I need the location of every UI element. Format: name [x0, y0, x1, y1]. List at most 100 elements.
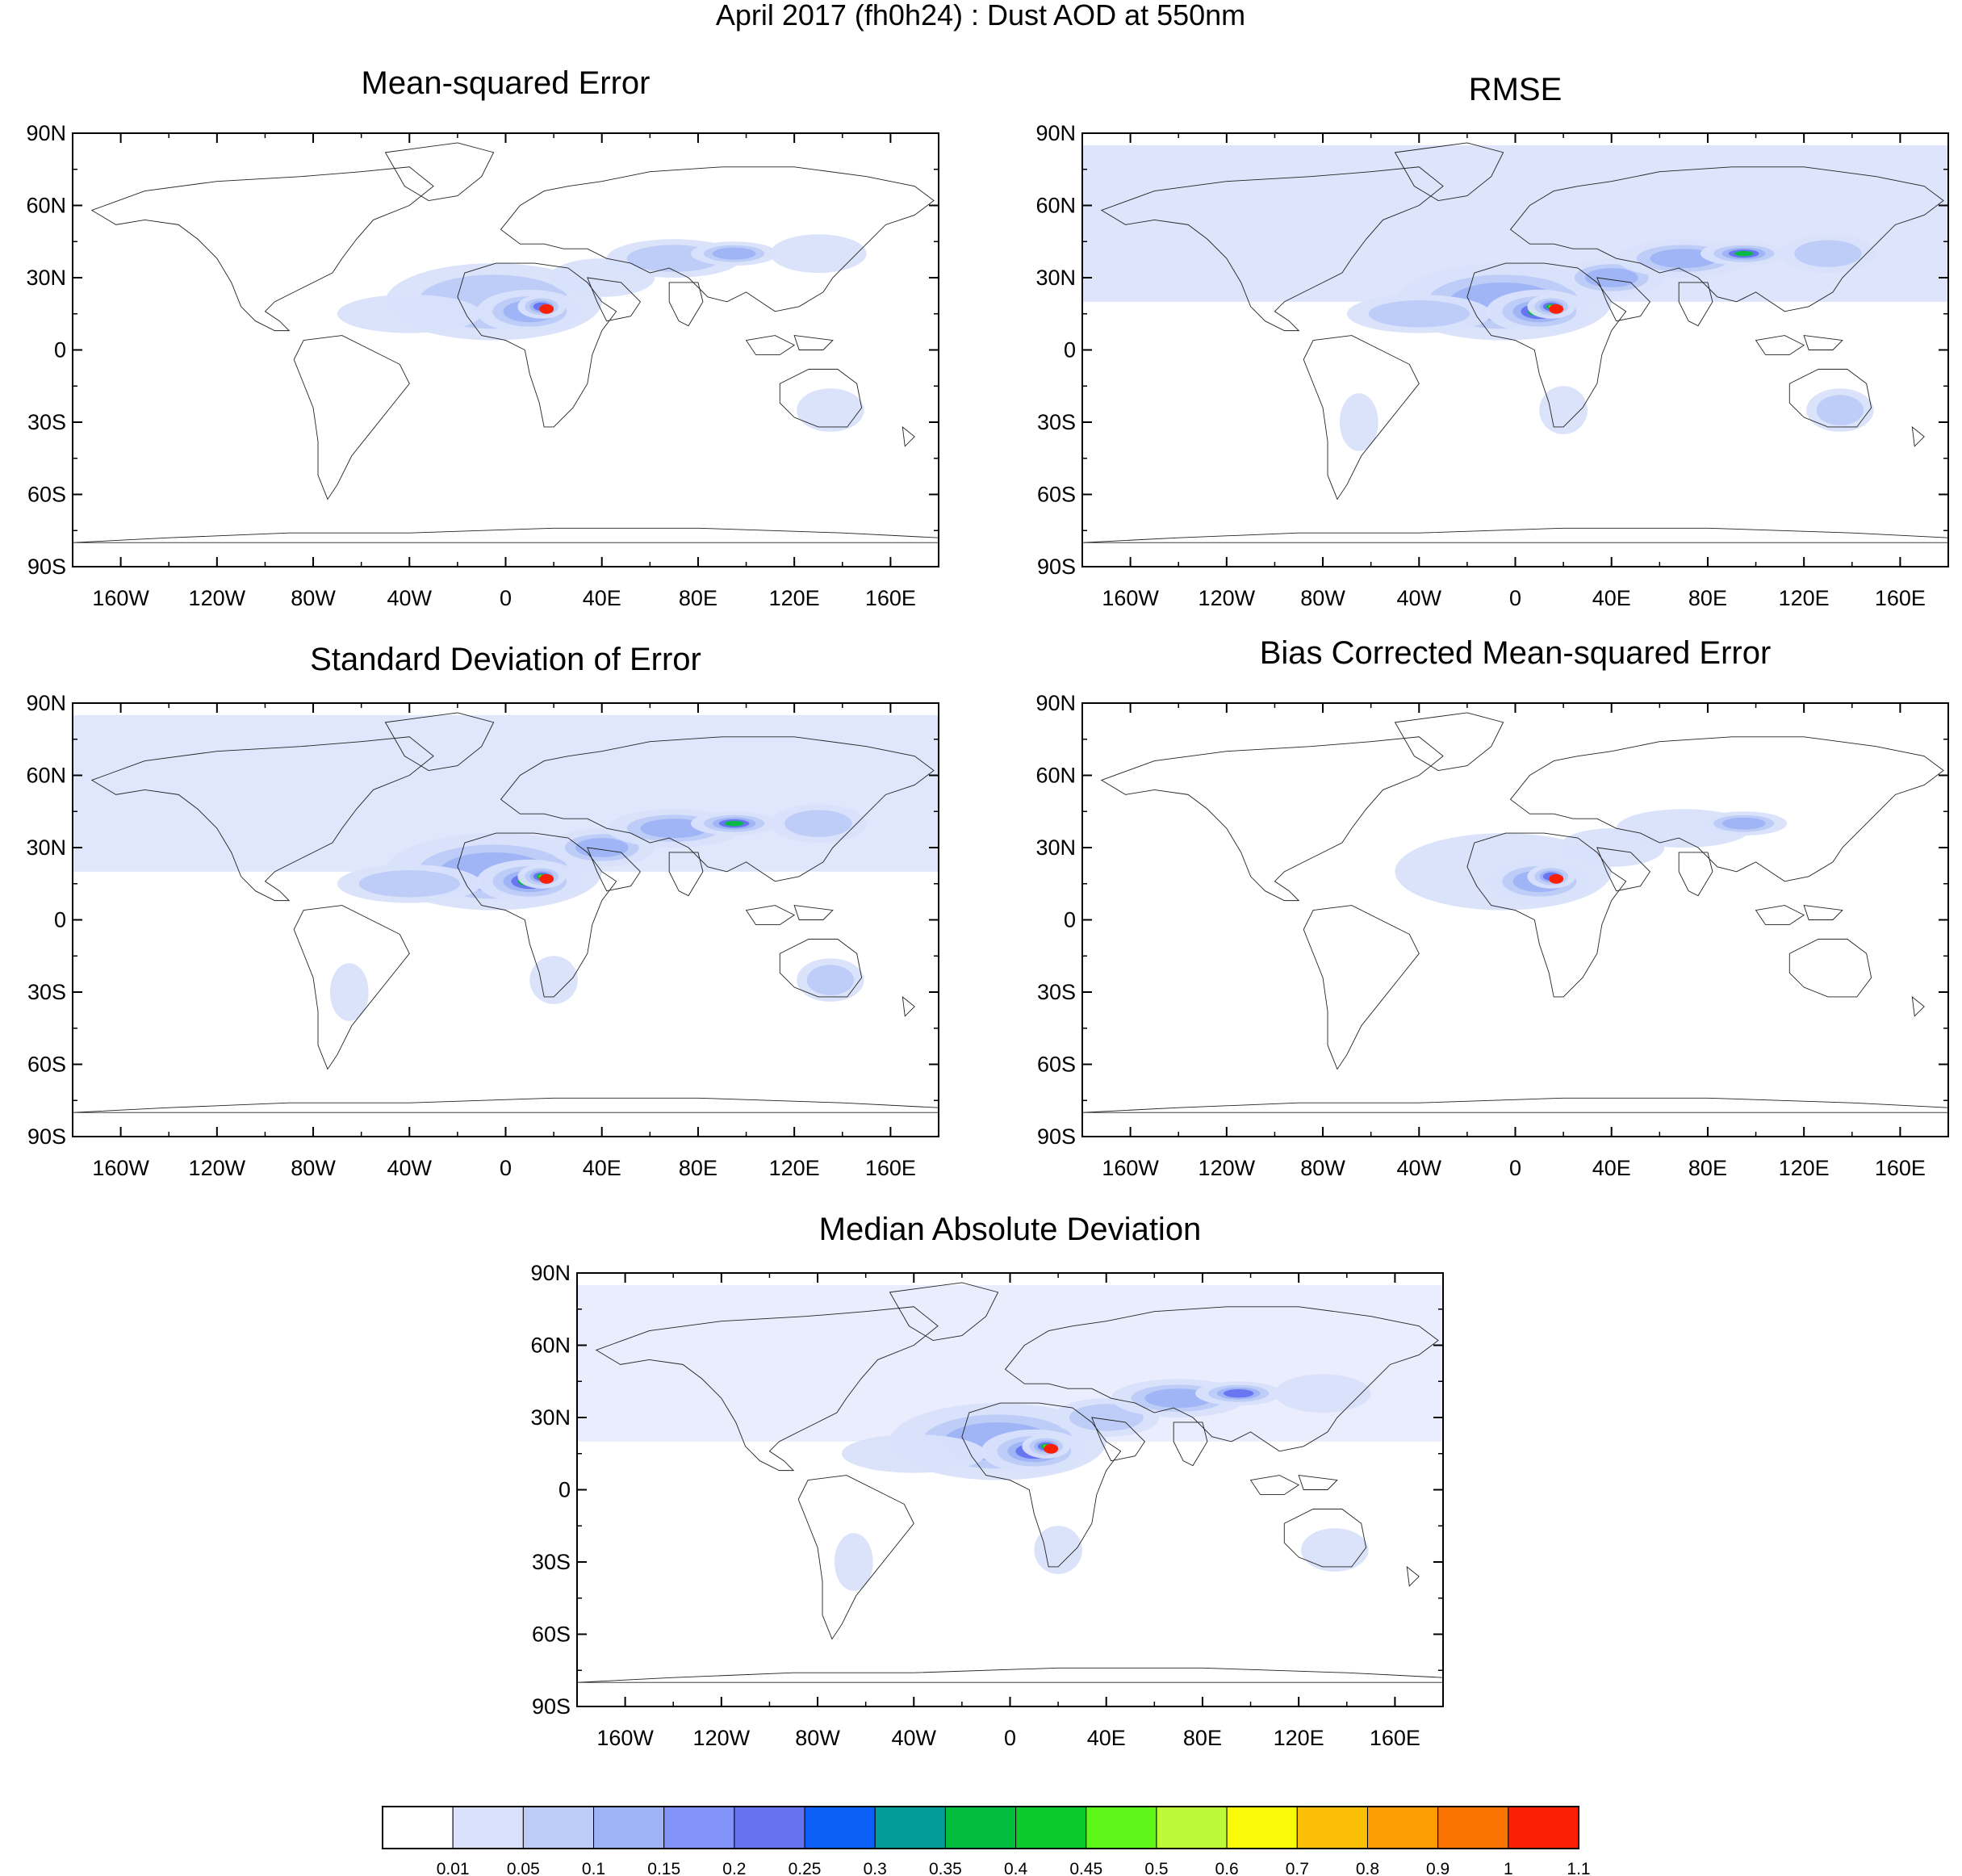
panel-title: RMSE [1469, 72, 1562, 107]
lon-tick-label: 120E [1779, 586, 1830, 610]
aod-contour [1584, 268, 1638, 287]
lat-tick-label: 60S [27, 1053, 66, 1077]
colorbar-label: 0.5 [1144, 1860, 1168, 1876]
lon-tick-label: 40E [1087, 1726, 1126, 1750]
lon-tick-label: 40E [1592, 1156, 1631, 1180]
aod-contour [1368, 300, 1470, 328]
map-field [1082, 703, 1948, 1137]
lon-tick-label: 80W [291, 1156, 336, 1180]
colorbar-swatch [1508, 1806, 1579, 1849]
lat-tick-label: 0 [54, 908, 66, 932]
lon-tick-label: 40W [387, 586, 433, 610]
aod-hotspot [539, 873, 554, 884]
lon-tick-label: 120W [189, 586, 246, 610]
colorbar-swatch [593, 1806, 665, 1849]
lat-tick-label: 60N [1035, 194, 1076, 218]
lat-tick-label: 0 [1064, 338, 1076, 362]
aod-contour [834, 1533, 873, 1591]
lon-tick-label: 120W [693, 1726, 751, 1750]
lon-tick-label: 80W [795, 1726, 840, 1750]
lat-tick-label: 60N [26, 764, 66, 788]
lon-tick-label: 40W [1397, 1156, 1442, 1180]
lon-tick-label: 40E [1592, 586, 1631, 610]
lon-tick-label: 160E [1875, 1156, 1926, 1180]
lon-tick-label: 40W [387, 1156, 433, 1180]
lat-tick-label: 30N [26, 266, 66, 290]
aod-contour [329, 963, 369, 1021]
lon-tick-label: 80E [1688, 1156, 1727, 1180]
colorbar-label: 0.35 [929, 1860, 962, 1876]
lat-tick-label: 90N [26, 691, 66, 715]
lon-tick-label: 80W [1300, 586, 1345, 610]
lat-tick-label: 60S [27, 483, 66, 507]
lon-tick-label: 80E [679, 586, 717, 610]
aod-contour [724, 820, 744, 827]
panels: Mean-squared Error 90N 60N 30N 0 30S 60S 90S 160… [26, 65, 1949, 1750]
lat-tick-label: 60S [532, 1623, 571, 1647]
aod-contour [1339, 393, 1378, 451]
map-field [73, 703, 939, 1137]
lat-tick-label: 60N [26, 194, 66, 218]
colorbar-label: 0.9 [1426, 1860, 1450, 1876]
lat-tick-label: 30S [27, 980, 66, 1004]
colorbar-label: 1 [1504, 1860, 1513, 1876]
lat-tick-label: 90N [1035, 121, 1076, 145]
aod-contour [841, 1434, 986, 1473]
lat-tick-label: 30S [1037, 410, 1076, 434]
lat-tick-label: 90S [1037, 1124, 1076, 1149]
aod-hotspot [539, 304, 554, 314]
aod-contour [1034, 1526, 1082, 1574]
lon-tick-label: 120E [1779, 1156, 1830, 1180]
aod-hotspot [1549, 873, 1564, 884]
lon-tick-label: 40E [583, 586, 621, 610]
aod-contour [1144, 1388, 1212, 1409]
lon-tick-label: 160W [92, 1156, 149, 1180]
lon-tick-label: 120W [189, 1156, 246, 1180]
colorbar-swatch [944, 1806, 1017, 1849]
lon-tick-label: 160E [1875, 586, 1926, 610]
colorbar-swatch [1437, 1806, 1509, 1849]
aod-contour [1223, 1388, 1254, 1398]
colorbar-label: 0.6 [1215, 1860, 1239, 1876]
aod-hotspot [1044, 1443, 1059, 1454]
aod-contour [806, 965, 855, 995]
colorbar-label: 0.3 [864, 1860, 887, 1876]
lon-tick-label: 0 [500, 1156, 512, 1180]
colorbar-swatch [522, 1806, 595, 1849]
lat-tick-label: 0 [558, 1478, 571, 1502]
lat-tick-label: 90N [1035, 691, 1076, 715]
colorbar-swatch [663, 1806, 735, 1849]
lat-tick-label: 90S [27, 1124, 66, 1149]
colorbar-swatch [452, 1806, 524, 1849]
colorbar-swatch [1086, 1806, 1157, 1849]
lon-tick-label: 160W [1102, 586, 1159, 610]
colorbar-label: 0.01 [437, 1860, 470, 1876]
lat-tick-label: 90N [26, 121, 66, 145]
aod-contour [358, 870, 460, 898]
colorbar-label: 0.45 [1069, 1860, 1102, 1876]
lon-tick-label: 0 [1509, 586, 1521, 610]
lat-tick-label: 30N [1035, 835, 1076, 860]
aod-contour [1069, 1404, 1144, 1431]
colorbar-swatch [1015, 1806, 1087, 1849]
colorbar-swatch [1226, 1806, 1298, 1849]
lat-tick-label: 90S [1037, 555, 1076, 579]
panel-title: Median Absolute Deviation [819, 1212, 1202, 1247]
lon-tick-label: 160E [865, 1156, 916, 1180]
aod-contour [1301, 1528, 1369, 1572]
colorbar-label: 1.1 [1567, 1860, 1590, 1876]
aod-contour [1734, 250, 1754, 257]
aod-contour [337, 294, 482, 333]
aod-contour [1274, 1374, 1371, 1413]
lon-tick-label: 80E [1688, 586, 1727, 610]
lat-tick-label: 60S [1037, 483, 1076, 507]
lat-tick-label: 30N [26, 835, 66, 860]
aod-hotspot [1549, 304, 1564, 314]
lat-tick-label: 90S [27, 555, 66, 579]
map-field [73, 133, 939, 567]
colorbar-label: 0.25 [789, 1860, 822, 1876]
map-panel: Mean-squared Error 90N 60N 30N 0 30S 60S 90S 160… [26, 65, 939, 610]
lon-tick-label: 40W [1397, 586, 1442, 610]
colorbar-swatch [804, 1806, 876, 1849]
